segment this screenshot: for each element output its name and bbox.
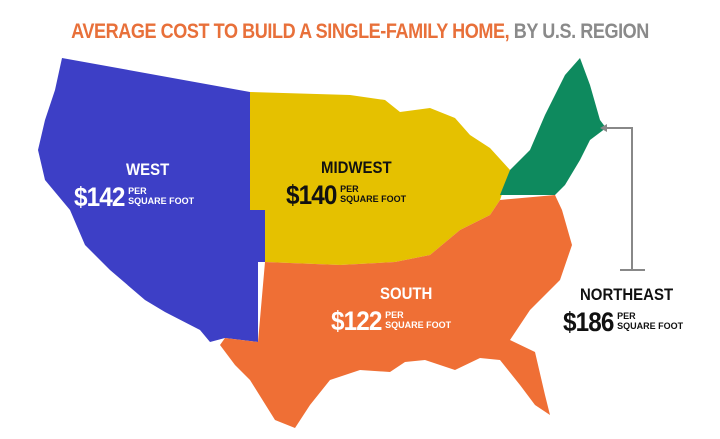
region-south (220, 195, 572, 428)
label-west: WEST (126, 160, 170, 179)
label-northeast: NORTHEAST (580, 285, 674, 304)
region-northeast (500, 58, 606, 195)
leader-arrow-icon (600, 124, 607, 132)
region-west (38, 58, 265, 342)
price-midwest: $140 PER SQUARE FOOT (286, 180, 407, 210)
price-northeast: $186 PER SQUARE FOOT (563, 307, 684, 337)
label-midwest: MIDWEST (321, 158, 392, 177)
label-south: SOUTH (380, 284, 433, 303)
northeast-leader-line (603, 127, 633, 270)
region-midwest (250, 92, 510, 265)
price-south: $122 PER SQUARE FOOT (331, 306, 452, 336)
price-west: $142 PER SQUARE FOOT (74, 182, 195, 212)
map-title: AVERAGE COST TO BUILD A SINGLE-FAMILY HO… (71, 20, 649, 43)
